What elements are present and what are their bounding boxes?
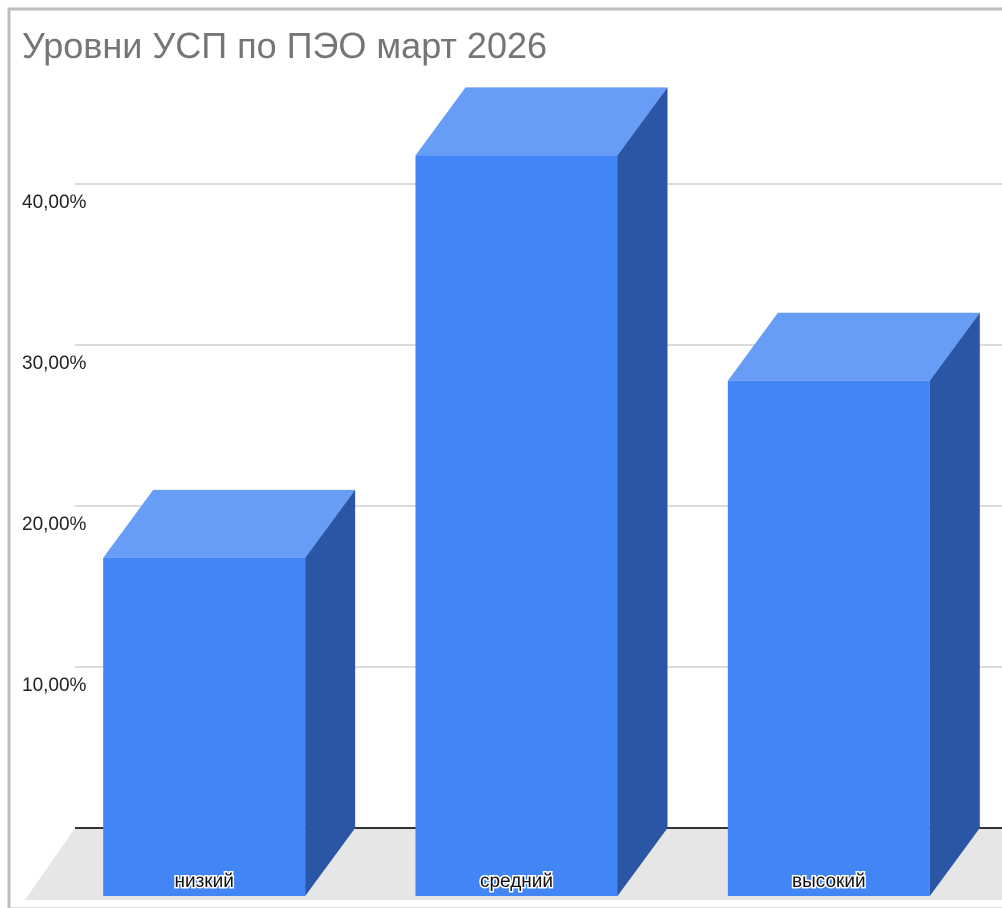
bar-top (103, 489, 356, 558)
x-tick-label: средний (480, 871, 553, 892)
y-tick-label: 40,00% (22, 192, 87, 213)
bar-side (929, 312, 980, 896)
x-tick-label: высокий (792, 871, 866, 892)
bar (103, 557, 306, 896)
bar (415, 155, 618, 896)
y-tick-label: 10,00% (22, 675, 87, 696)
bar-top (727, 312, 980, 381)
bar-top (415, 87, 668, 156)
bar-side (617, 87, 668, 896)
bar (727, 380, 930, 896)
bar-side (305, 489, 356, 896)
chart-title: Уровни УСП по ПЭО март 2026 (22, 25, 547, 66)
y-tick-label: 30,00% (22, 353, 87, 374)
y-tick-label: 20,00% (22, 514, 87, 535)
x-tick-label: низкий (174, 871, 233, 892)
